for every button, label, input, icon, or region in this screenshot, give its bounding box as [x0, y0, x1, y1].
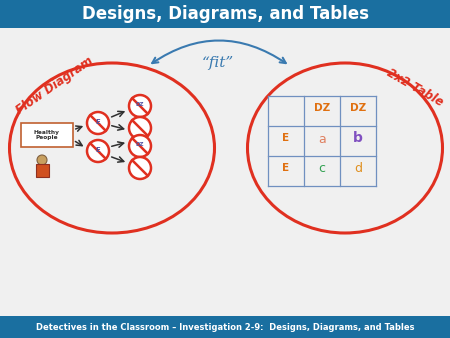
Text: c: c	[319, 162, 325, 174]
Text: E: E	[283, 163, 289, 173]
Text: E: E	[95, 119, 100, 125]
Text: DZ: DZ	[350, 103, 366, 113]
FancyBboxPatch shape	[36, 164, 49, 176]
Text: DZ: DZ	[314, 103, 330, 113]
Text: a: a	[318, 133, 326, 146]
Text: Flow Diagram: Flow Diagram	[14, 54, 96, 117]
Bar	[0, 0, 450, 28]
Circle shape	[87, 112, 109, 134]
Circle shape	[129, 135, 151, 157]
Text: 2x2 Table: 2x2 Table	[384, 67, 446, 110]
FancyBboxPatch shape	[21, 123, 73, 147]
Text: Detectives in the Classroom – Investigation 2-9:  Designs, Diagrams, and Tables: Detectives in the Classroom – Investigat…	[36, 322, 414, 332]
Text: Designs, Diagrams, and Tables: Designs, Diagrams, and Tables	[81, 5, 369, 23]
Circle shape	[129, 117, 151, 139]
Bar	[0, 316, 450, 338]
Text: DZ: DZ	[136, 143, 144, 147]
Circle shape	[87, 140, 109, 162]
Text: Healthy
People: Healthy People	[34, 129, 60, 140]
Text: “fit”: “fit”	[202, 56, 234, 70]
Text: b: b	[353, 131, 363, 145]
Text: E: E	[283, 133, 289, 143]
Circle shape	[37, 155, 47, 165]
Text: d: d	[354, 162, 362, 174]
Text: E: E	[95, 147, 100, 153]
Circle shape	[129, 95, 151, 117]
Circle shape	[129, 157, 151, 179]
Text: DZ: DZ	[136, 102, 144, 107]
